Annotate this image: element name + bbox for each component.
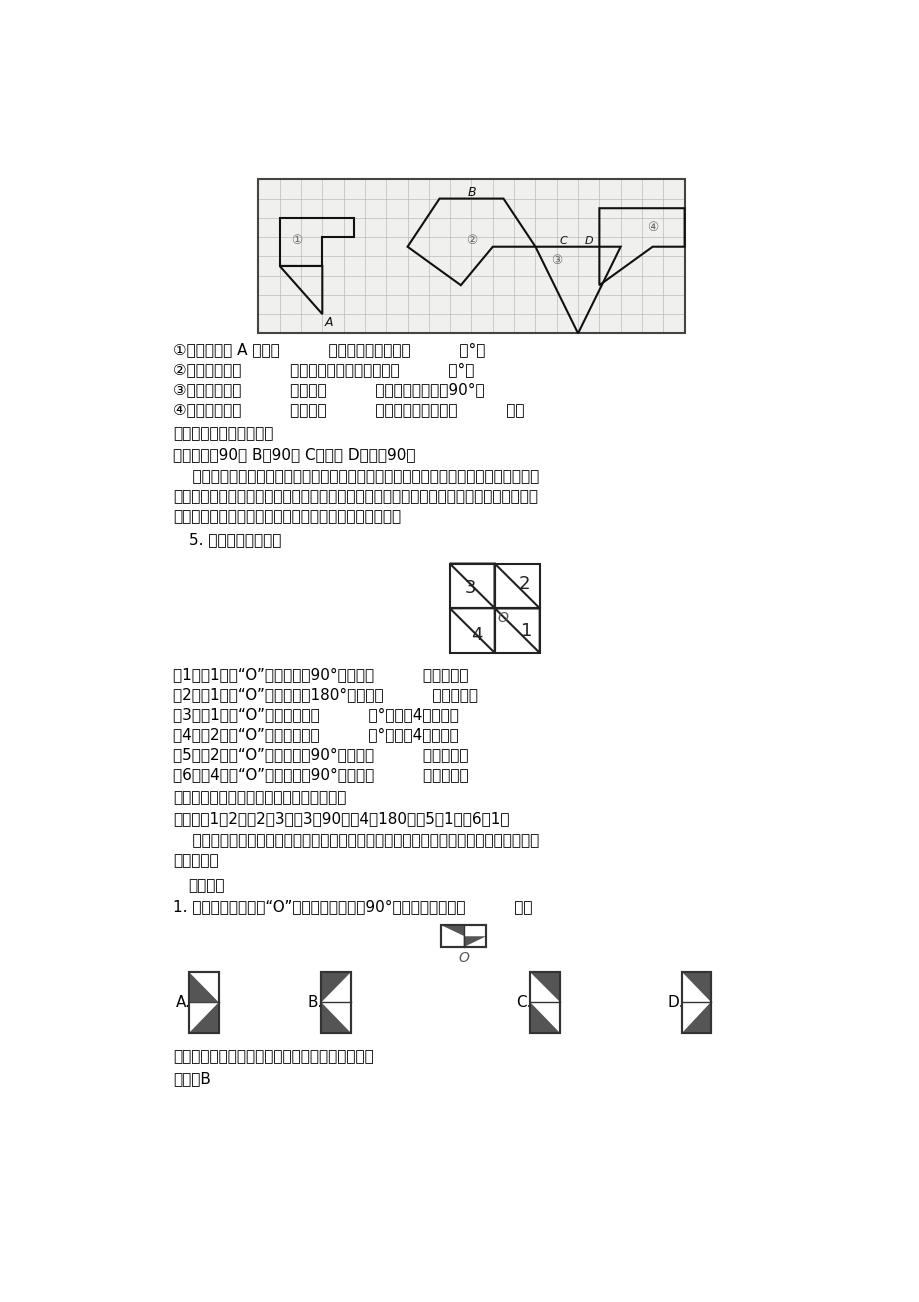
Text: 解析：根据图形旋转的特征，一个图形绕某点顺时针（或逆时针）旋转一定的度数，某: 解析：根据图形旋转的特征，一个图形绕某点顺时针（或逆时针）旋转一定的度数，某	[173, 469, 539, 484]
Bar	[189, 973, 219, 1032]
Bar	[681, 973, 710, 1032]
Text: O: O	[497, 612, 508, 625]
Text: 题的能力。: 题的能力。	[173, 853, 219, 868]
Text: 答案：B: 答案：B	[173, 1072, 210, 1086]
Polygon shape	[681, 1003, 710, 1032]
Bar	[321, 973, 350, 1032]
Polygon shape	[441, 926, 463, 936]
Bar	[258, 180, 684, 333]
Text: 1: 1	[520, 621, 531, 639]
Text: 察，依据图形旋转的中心、方向和角度这三个关键答题。: 察，依据图形旋转的中心、方向和角度这三个关键答题。	[173, 509, 401, 523]
Text: ④: ④	[646, 221, 658, 234]
Text: ②: ②	[465, 234, 477, 247]
Polygon shape	[321, 973, 350, 1003]
Text: （6）图4绕点“O”逆时针旋转90°到达图（          ）的位置。: （6）图4绕点“O”逆时针旋转90°到达图（ ）的位置。	[173, 767, 469, 781]
Text: ①号图形是绕 A 点按（          ）时针方向旋转了（          ）°；: ①号图形是绕 A 点按（ ）时针方向旋转了（ ）°；	[173, 342, 485, 358]
Text: C.: C.	[516, 995, 531, 1010]
Text: D.: D.	[667, 995, 684, 1010]
Polygon shape	[681, 973, 710, 1003]
Text: 二、选择: 二、选择	[188, 878, 225, 893]
Text: 考查目的：综合运用图形旋转的知识答题。: 考查目的：综合运用图形旋转的知识答题。	[173, 790, 346, 805]
Text: B: B	[467, 186, 475, 199]
Text: （2）图1绕点“O”逆时针旋转180°到达图（          ）的位置；: （2）图1绕点“O”逆时针旋转180°到达图（ ）的位置；	[173, 686, 478, 702]
Text: （1）图1绕点“O”逆时针旋转90°到达图（          ）的位置；: （1）图1绕点“O”逆时针旋转90°到达图（ ）的位置；	[173, 667, 468, 682]
Text: 考查目的：图形的旋转。: 考查目的：图形的旋转。	[173, 426, 273, 441]
Text: ①: ①	[290, 234, 302, 247]
Bar	[441, 926, 486, 947]
Bar	[189, 973, 219, 1032]
Text: ③号图形是绕（          ）点按（          ）时针方向旋转了90°；: ③号图形是绕（ ）点按（ ）时针方向旋转了90°；	[173, 383, 484, 397]
Polygon shape	[530, 973, 560, 1003]
Text: ③: ③	[550, 254, 562, 267]
Text: 3: 3	[464, 579, 475, 598]
Text: O: O	[458, 950, 469, 965]
Text: 4: 4	[471, 626, 482, 644]
Bar	[530, 973, 560, 1032]
Text: C: C	[559, 236, 566, 246]
Text: 解析：在明确旋转意义的前提下，培养学生观察图形的能力和灵活运用所学知识解决问: 解析：在明确旋转意义的前提下，培养学生观察图形的能力和灵活运用所学知识解决问	[173, 833, 539, 848]
Text: A: A	[324, 315, 333, 328]
Text: 个点的位置不动，其余各点（边）均绕某个点按相同的方向旋转了相同的度数。通过仔细观: 个点的位置不动，其余各点（边）均绕某个点按相同的方向旋转了相同的度数。通过仔细观	[173, 488, 538, 504]
Text: 2: 2	[517, 574, 529, 592]
Text: （3）图1绕点“O”顺时针旋转（          ）°到达图4的位置；: （3）图1绕点“O”顺时针旋转（ ）°到达图4的位置；	[173, 707, 459, 721]
Text: B.: B.	[307, 995, 323, 1010]
Bar	[530, 973, 560, 1032]
Text: （4）图2绕点“O”顺时针旋转（          ）°到达图4的位置；: （4）图2绕点“O”顺时针旋转（ ）°到达图4的位置；	[173, 727, 459, 742]
Text: 答案：顺；90； B；90； C；逆； D；顺；90。: 答案：顺；90； B；90； C；逆； D；顺；90。	[173, 448, 415, 462]
Polygon shape	[530, 1003, 560, 1032]
Text: 考查目的：将简单图形绕某一点旋转一定的度数。: 考查目的：将简单图形绕某一点旋转一定的度数。	[173, 1049, 373, 1065]
Text: A.: A.	[176, 995, 190, 1010]
Bar	[441, 926, 486, 947]
Polygon shape	[189, 1003, 219, 1032]
Text: ④号图形是绕（          ）点按（          ）时针方向旋转了（          ）。: ④号图形是绕（ ）点按（ ）时针方向旋转了（ ）。	[173, 402, 524, 418]
Text: 1. 将下面的图案绕点“O”按顺时针方向旋转90°，得到的图案是（          ）。: 1. 将下面的图案绕点“O”按顺时针方向旋转90°，得到的图案是（ ）。	[173, 900, 532, 914]
Text: ②号图形是绕（          ）点按顺时针方向旋转了（          ）°；: ②号图形是绕（ ）点按顺时针方向旋转了（ ）°；	[173, 362, 474, 378]
Text: D: D	[584, 236, 593, 246]
Polygon shape	[321, 1003, 350, 1032]
Text: 5. 观察图形并填空。: 5. 观察图形并填空。	[188, 533, 280, 547]
Bar	[258, 180, 684, 333]
Text: （5）图2绕点“O”顺时针旋转90°到达图（          ）的位置；: （5）图2绕点“O”顺时针旋转90°到达图（ ）的位置；	[173, 747, 468, 762]
Bar	[321, 973, 350, 1032]
Polygon shape	[189, 973, 219, 1003]
Bar	[681, 973, 710, 1032]
Text: 答案：（1）2；（2）3；（3）90；（4）180；（5）1；（6）1。: 答案：（1）2；（2）3；（3）90；（4）180；（5）1；（6）1。	[173, 811, 509, 827]
Polygon shape	[463, 936, 486, 947]
